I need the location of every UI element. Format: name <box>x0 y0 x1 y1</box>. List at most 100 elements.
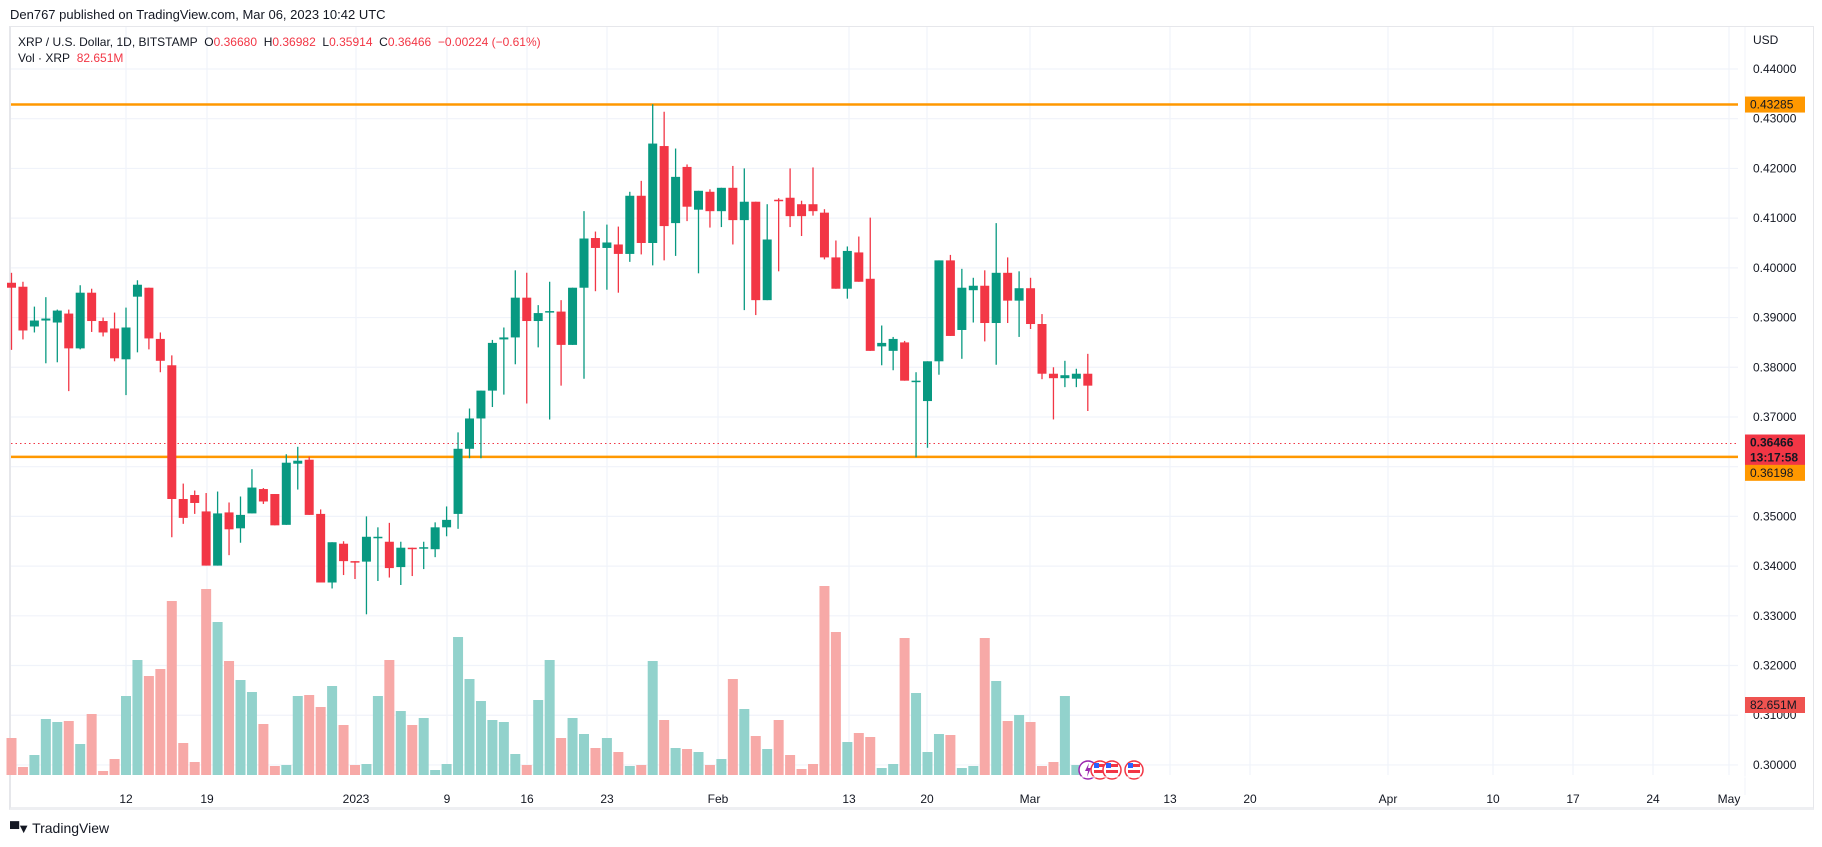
low-label: L <box>322 35 330 49</box>
close-value: 0.36466 <box>387 35 432 49</box>
volume-bar <box>338 725 349 775</box>
volume-bar <box>1059 696 1070 775</box>
price-axis-tick: 0.42000 <box>1753 161 1797 175</box>
candle-body <box>785 197 795 217</box>
volume-bar <box>911 693 922 775</box>
volume-bar <box>567 718 578 775</box>
candle-body <box>957 287 967 330</box>
volume-bar <box>475 701 486 775</box>
candle-body <box>991 272 1001 324</box>
time-axis-tick: 10 <box>1486 792 1500 806</box>
volume-bar <box>98 771 109 775</box>
volume-bar <box>86 714 97 775</box>
candle-body <box>980 285 990 324</box>
volume-bar <box>830 632 841 775</box>
candle-body <box>671 176 681 224</box>
time-axis-tick: May <box>1718 792 1741 806</box>
price-axis-tick: 0.35000 <box>1753 509 1797 523</box>
candle-body <box>865 278 875 351</box>
candle-body <box>579 238 589 288</box>
candle-body <box>510 297 520 338</box>
volume-bar <box>842 742 853 775</box>
candle-body <box>465 418 474 449</box>
candle-body <box>258 489 268 502</box>
candle-body <box>945 260 955 336</box>
time-axis-tick: 20 <box>1243 792 1257 806</box>
time-axis-tick: 2023 <box>343 792 370 806</box>
volume-bar <box>613 752 624 775</box>
volume-bar <box>601 738 612 775</box>
time-axis-tick: 17 <box>1566 792 1580 806</box>
price-axis-tick: 0.33000 <box>1753 609 1797 623</box>
volume-bar <box>853 733 864 775</box>
candle-body <box>900 342 910 381</box>
candle-body <box>350 561 360 563</box>
volume-bar <box>258 724 269 775</box>
candle-body <box>327 542 337 583</box>
symbol-title[interactable]: XRP / U.S. Dollar, 1D, BITSTAMP <box>18 35 198 49</box>
candle-body <box>842 250 852 289</box>
time-axis-tick: 16 <box>520 792 534 806</box>
candle-body <box>636 195 646 243</box>
price-axis-tick: 0.30000 <box>1753 758 1797 772</box>
candle-body <box>190 495 200 503</box>
candle-body <box>373 536 383 539</box>
volume-bar <box>235 680 246 775</box>
candle-body <box>64 313 74 349</box>
time-axis-tick: 19 <box>200 792 214 806</box>
candle-body <box>533 313 543 322</box>
volume-bar <box>888 764 899 775</box>
candle-body <box>29 320 39 327</box>
volume-bar <box>430 770 441 775</box>
volume-bar <box>933 734 944 775</box>
volume-bar <box>682 749 693 775</box>
candle-body <box>751 201 761 301</box>
svg-text:82.651M: 82.651M <box>1750 698 1797 712</box>
us-flag-event-icon[interactable] <box>1102 760 1122 780</box>
candle-body <box>52 310 62 323</box>
volume-bar <box>670 748 681 775</box>
price-axis-tick: 0.43000 <box>1753 112 1797 126</box>
volume-label[interactable]: Vol · XRP <box>18 51 71 65</box>
candle-body <box>923 361 932 402</box>
svg-text:0.36466: 0.36466 <box>1750 436 1794 450</box>
candle-body <box>762 239 772 301</box>
candle-body <box>7 282 16 288</box>
candle-body <box>247 487 257 514</box>
price-axis-tick: 0.37000 <box>1753 410 1797 424</box>
candle-body <box>361 536 371 562</box>
candle-body <box>407 547 417 550</box>
svg-text:0.36198: 0.36198 <box>1750 466 1794 480</box>
candle-body <box>213 513 223 566</box>
price-axis-currency: USD <box>1753 33 1779 47</box>
candle-body <box>201 511 211 566</box>
time-axis-tick: 20 <box>920 792 934 806</box>
candle-body <box>41 318 51 321</box>
high-value: 0.36982 <box>272 35 316 49</box>
candle-body <box>132 284 142 297</box>
close-label: C <box>379 35 388 49</box>
candle-body <box>1037 324 1047 374</box>
volume-bar <box>521 765 532 775</box>
volume-bar <box>579 734 589 775</box>
candle-body <box>453 448 463 514</box>
candle-body <box>384 541 394 569</box>
volume-legend-row: Vol · XRP 82.651M <box>18 50 541 66</box>
candle-body <box>304 459 314 515</box>
time-axis-tick: Feb <box>708 792 729 806</box>
candle-body <box>1026 288 1036 325</box>
volume-bar <box>132 660 143 775</box>
candle-body <box>934 260 944 362</box>
volume-bar <box>922 752 933 775</box>
chart-frame <box>9 26 1814 810</box>
candle-body <box>155 338 165 361</box>
us-flag-event-icon[interactable] <box>1124 760 1144 780</box>
candle-body <box>430 527 440 550</box>
price-axis-tick: 0.32000 <box>1753 659 1797 673</box>
volume-bar <box>1014 715 1025 775</box>
volume-bar <box>63 721 74 775</box>
candle-body <box>419 547 429 549</box>
volume-bar <box>979 638 990 775</box>
svg-text:13:17:58: 13:17:58 <box>1750 451 1798 465</box>
